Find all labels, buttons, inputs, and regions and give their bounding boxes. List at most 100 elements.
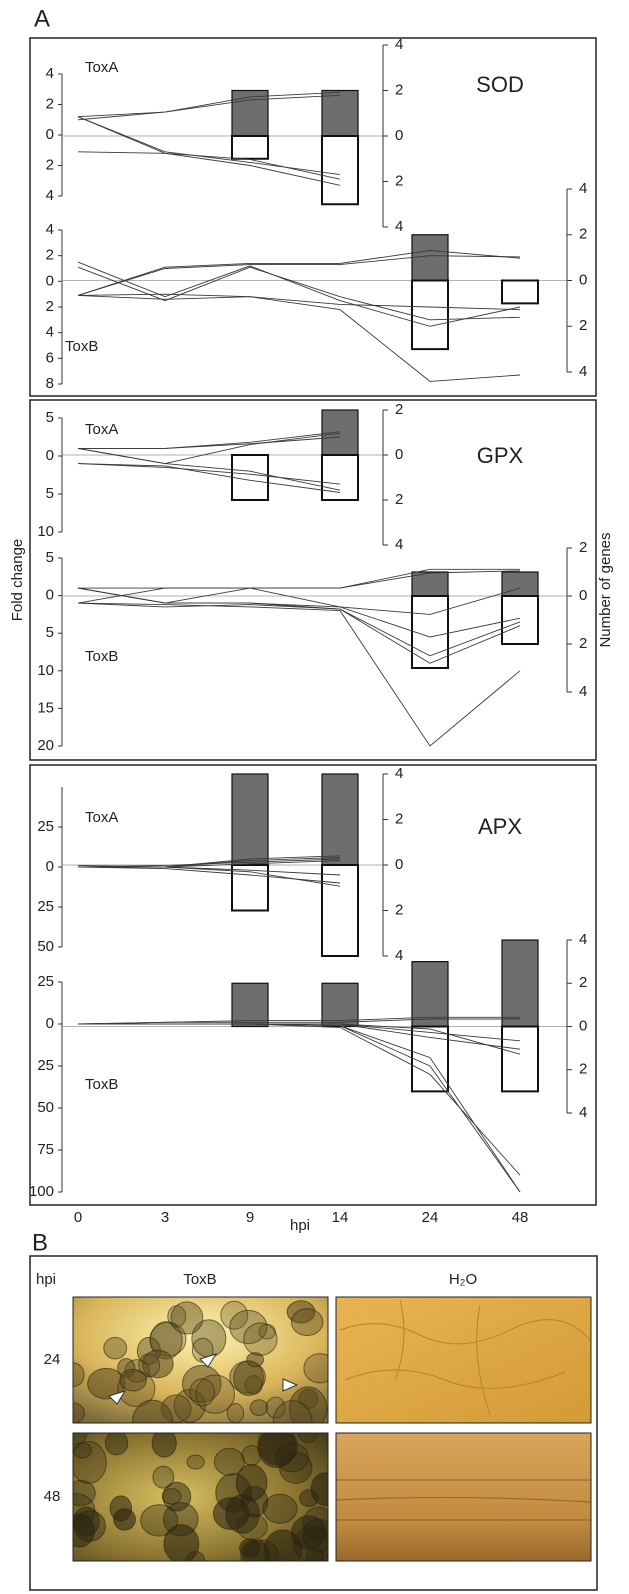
y2-tick-label: 4: [395, 536, 403, 553]
y2-tick-label: 0: [395, 856, 403, 873]
cell: [229, 1309, 268, 1345]
cell: [132, 1399, 173, 1423]
bar-down: [321, 864, 359, 957]
gene-line: [78, 1023, 521, 1193]
cell: [109, 1495, 133, 1522]
bar-down: [411, 279, 449, 351]
cell: [265, 1396, 286, 1419]
gene-line: [78, 1023, 521, 1050]
cell: [151, 1433, 177, 1458]
y-tick-label: 10: [37, 662, 54, 679]
panel-frame: [29, 764, 597, 1206]
cell: [73, 1510, 106, 1542]
series-label: ToxA: [85, 59, 118, 76]
cell: [272, 1400, 313, 1423]
bar-down: [411, 595, 449, 669]
y2-tick-label: 4: [395, 765, 403, 782]
column-label: H₂O: [449, 1271, 477, 1288]
y2-tick-label: 4: [579, 363, 587, 380]
cell: [246, 1352, 264, 1368]
bar-down: [321, 135, 359, 206]
y2-tick-label: 2: [395, 172, 403, 189]
bar-up: [321, 982, 359, 1028]
cell: [302, 1506, 328, 1542]
cell: [305, 1547, 325, 1561]
arrowhead: [108, 1353, 299, 1405]
y2-tick-label: 2: [395, 81, 403, 98]
y-tick-label: 0: [46, 126, 54, 143]
y-tick-label: 5: [46, 409, 54, 426]
y2-tick-label: 4: [579, 180, 587, 197]
gene-line: [77, 1018, 520, 1025]
gene-line: [77, 602, 521, 657]
bar-up: [231, 773, 269, 866]
cell: [195, 1374, 235, 1414]
bar-up: [411, 571, 449, 597]
column-label: ToxB: [183, 1271, 216, 1288]
y2-tick-label: 4: [395, 36, 403, 53]
y-tick-label: 5: [46, 485, 54, 502]
cell: [104, 1433, 129, 1456]
y2-tick-label: 4: [579, 1104, 587, 1121]
cell: [240, 1539, 271, 1561]
x-tick-label: 14: [332, 1209, 349, 1226]
cell: [286, 1300, 316, 1324]
panel-title: APX: [478, 814, 522, 839]
gene-line: [77, 860, 341, 868]
gene-line: [77, 602, 521, 747]
y-tick-label: 2: [46, 156, 54, 173]
cell: [288, 1386, 328, 1423]
cell: [189, 1378, 216, 1407]
gene-line: [77, 293, 521, 382]
bar-up: [411, 961, 449, 1028]
y2-tick-label: 2: [395, 401, 403, 418]
y-tick-label: 10: [37, 523, 54, 540]
gene-line: [77, 116, 341, 176]
y-tick-label: 6: [46, 349, 54, 366]
gene-line: [77, 151, 341, 180]
gene-line: [77, 587, 521, 664]
gene-line: [77, 447, 341, 491]
gene-line: [77, 94, 341, 121]
gene-line: [77, 250, 521, 296]
series-label: ToxB: [65, 338, 98, 355]
bar-up: [321, 89, 359, 137]
bar-down: [501, 279, 539, 305]
bar-up: [501, 939, 539, 1028]
y-axis-label: Fold change: [9, 539, 26, 622]
y-tick-label: 0: [46, 587, 54, 604]
y2-tick-label: 0: [395, 446, 403, 463]
cell: [73, 1440, 107, 1484]
cell: [103, 1336, 128, 1360]
y2-tick-label: 4: [395, 218, 403, 235]
y-tick-label: 4: [46, 187, 54, 204]
y-tick-label: 25: [37, 973, 54, 990]
cell: [262, 1493, 298, 1524]
bar-down: [231, 864, 269, 912]
cell: [290, 1308, 324, 1337]
y-tick-label: 0: [46, 447, 54, 464]
bar-up: [231, 982, 269, 1028]
cell-walls: [339, 1299, 591, 1416]
cell: [310, 1472, 328, 1506]
gene-line: [77, 570, 521, 604]
photo: [336, 1297, 591, 1423]
y-tick-label: 25: [37, 1057, 54, 1074]
cell: [181, 1364, 222, 1403]
cell: [73, 1433, 88, 1446]
x-tick-label: 48: [512, 1209, 529, 1226]
row-label: 48: [44, 1488, 61, 1505]
y-tick-label: 20: [37, 737, 54, 754]
cell: [212, 1497, 250, 1530]
cell: [241, 1445, 262, 1466]
cell: [140, 1504, 179, 1537]
cell: [186, 1454, 205, 1470]
y2-tick-label: 2: [579, 226, 587, 243]
y2-tick-label: 0: [579, 1017, 587, 1034]
series-label: ToxB: [85, 648, 118, 665]
y2-tick-label: 2: [395, 901, 403, 918]
cell: [249, 1399, 269, 1417]
gene-line: [77, 91, 341, 118]
gene-line: [77, 255, 521, 296]
